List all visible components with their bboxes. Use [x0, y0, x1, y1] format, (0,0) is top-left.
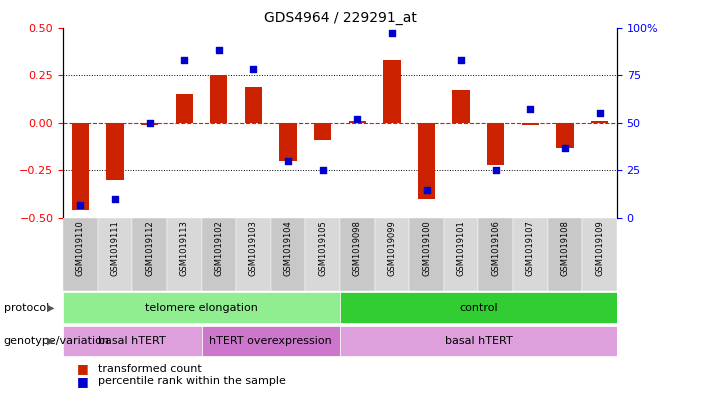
Text: ■: ■: [77, 362, 89, 375]
Text: GSM1019106: GSM1019106: [491, 220, 501, 276]
Text: GSM1019101: GSM1019101: [456, 220, 465, 276]
Point: [109, 196, 121, 202]
Bar: [591, 121, 608, 123]
Bar: [547, 218, 583, 291]
Bar: [132, 218, 167, 291]
Bar: [487, 123, 505, 165]
Bar: [374, 218, 409, 291]
Text: telomere elongation: telomere elongation: [145, 303, 258, 312]
Text: GSM1019100: GSM1019100: [422, 220, 431, 276]
Text: GSM1019108: GSM1019108: [561, 220, 569, 276]
Bar: [583, 218, 617, 291]
Point: [213, 47, 224, 53]
Bar: [348, 121, 366, 123]
Point: [283, 158, 294, 164]
Bar: [478, 218, 513, 291]
Text: basal hTERT: basal hTERT: [444, 336, 512, 346]
Bar: [444, 218, 478, 291]
Point: [594, 110, 605, 116]
Bar: [107, 123, 123, 180]
Bar: [280, 123, 297, 161]
Text: ■: ■: [77, 375, 89, 388]
Text: transformed count: transformed count: [98, 364, 202, 374]
Point: [352, 116, 363, 122]
Point: [179, 57, 190, 63]
Point: [144, 119, 155, 126]
Bar: [72, 123, 89, 211]
Text: GSM1019109: GSM1019109: [595, 220, 604, 276]
Text: percentile rank within the sample: percentile rank within the sample: [98, 376, 286, 386]
Bar: [63, 326, 202, 356]
Bar: [340, 218, 374, 291]
Bar: [202, 218, 236, 291]
Bar: [557, 123, 573, 148]
Bar: [306, 218, 340, 291]
Text: GSM1019098: GSM1019098: [353, 220, 362, 276]
Point: [525, 107, 536, 113]
Point: [75, 202, 86, 208]
Bar: [63, 218, 97, 291]
Point: [456, 57, 467, 63]
Text: GSM1019103: GSM1019103: [249, 220, 258, 276]
Text: basal hTERT: basal hTERT: [98, 336, 166, 346]
Point: [386, 30, 397, 37]
Text: protocol: protocol: [4, 303, 49, 312]
Text: ▶: ▶: [47, 336, 54, 346]
Bar: [245, 86, 262, 123]
Text: GSM1019099: GSM1019099: [388, 220, 396, 276]
Text: GSM1019102: GSM1019102: [215, 220, 224, 276]
Bar: [141, 123, 158, 125]
Text: genotype/variation: genotype/variation: [4, 336, 109, 346]
Title: GDS4964 / 229291_at: GDS4964 / 229291_at: [264, 11, 416, 25]
Bar: [340, 326, 617, 356]
Text: GSM1019112: GSM1019112: [145, 220, 154, 276]
Text: GSM1019107: GSM1019107: [526, 220, 535, 276]
Bar: [418, 123, 435, 199]
Bar: [202, 326, 340, 356]
Bar: [340, 292, 617, 323]
Point: [421, 186, 432, 193]
Text: GSM1019113: GSM1019113: [179, 220, 189, 276]
Text: control: control: [459, 303, 498, 312]
Bar: [383, 60, 400, 123]
Text: ▶: ▶: [47, 303, 54, 312]
Bar: [97, 218, 132, 291]
Bar: [513, 218, 547, 291]
Text: GSM1019111: GSM1019111: [111, 220, 119, 276]
Bar: [522, 123, 539, 125]
Text: GSM1019104: GSM1019104: [284, 220, 292, 276]
Text: GSM1019105: GSM1019105: [318, 220, 327, 276]
Point: [490, 167, 501, 174]
Bar: [271, 218, 306, 291]
Bar: [236, 218, 271, 291]
Text: GSM1019110: GSM1019110: [76, 220, 85, 276]
Bar: [210, 75, 228, 123]
Bar: [314, 123, 332, 140]
Bar: [409, 218, 444, 291]
Point: [248, 66, 259, 73]
Text: hTERT overexpression: hTERT overexpression: [210, 336, 332, 346]
Bar: [175, 94, 193, 123]
Bar: [167, 218, 202, 291]
Point: [317, 167, 328, 174]
Bar: [63, 218, 617, 291]
Bar: [452, 90, 470, 123]
Point: [559, 145, 571, 151]
Bar: [63, 292, 340, 323]
